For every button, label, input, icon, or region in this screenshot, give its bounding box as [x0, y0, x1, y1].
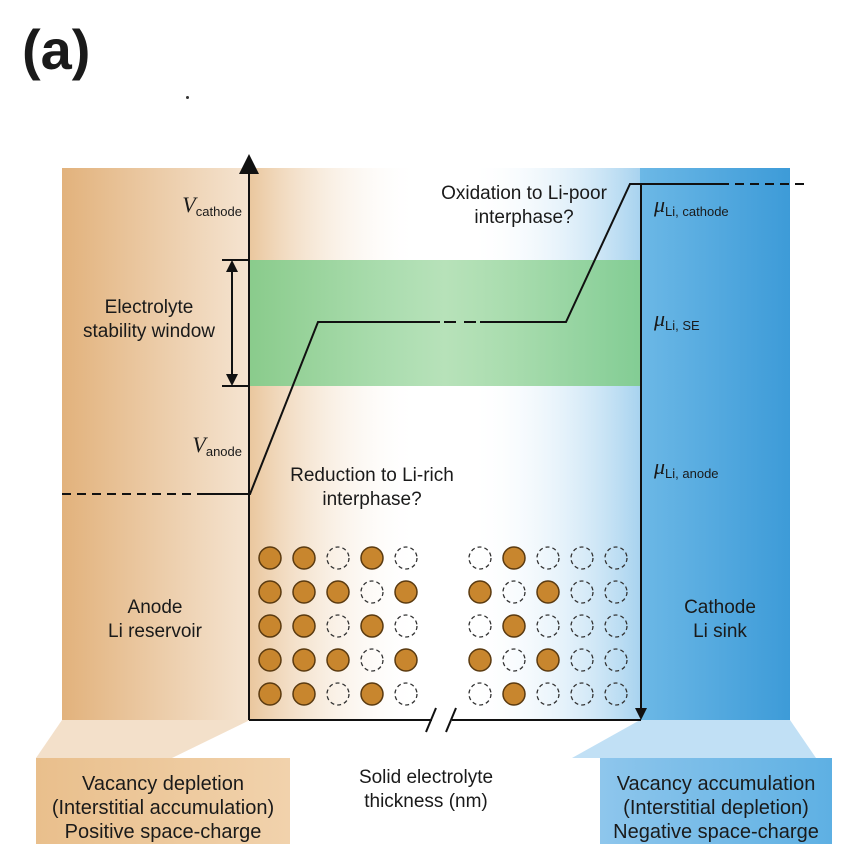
left-vacancy	[326, 614, 350, 638]
left-li-ion	[360, 546, 384, 570]
right-vacancy	[570, 614, 594, 638]
right-box-bg	[600, 758, 832, 844]
stability-window-label: Electrolyte stability window	[83, 297, 215, 342]
left-li-ion	[360, 682, 384, 706]
electrolyte-left-shade	[250, 168, 420, 720]
left-li-ion	[360, 614, 384, 638]
right-li-ion	[536, 580, 560, 604]
left-li-ion	[394, 580, 418, 604]
right-vacancy	[536, 546, 560, 570]
potential-profile-right	[480, 183, 720, 323]
left-li-ion	[292, 614, 316, 638]
left-li-ion	[258, 648, 282, 672]
lattice-anode-side	[258, 546, 418, 706]
right-vacancy	[604, 648, 628, 672]
right-vacancy	[536, 682, 560, 706]
mu-cathode-label: μLi, cathode	[654, 192, 729, 219]
right-li-ion	[502, 682, 526, 706]
axis-break-2	[445, 707, 457, 733]
right-li-ion	[468, 648, 492, 672]
right-vacancy	[468, 682, 492, 706]
right-vacancy	[604, 682, 628, 706]
right-vacancy	[570, 546, 594, 570]
left-li-ion	[258, 580, 282, 604]
left-li-ion	[292, 580, 316, 604]
right-vacancy	[570, 648, 594, 672]
left-li-ion	[258, 614, 282, 638]
right-vacancy	[570, 682, 594, 706]
oxidation-label: Oxidation to Li-poor interphase?	[441, 183, 607, 228]
left-vacancy	[394, 614, 418, 638]
right-vacancy	[468, 614, 492, 638]
v-anode-label: Vanode	[192, 432, 242, 459]
cathode-interface-arrow	[635, 708, 647, 720]
left-vacancy	[394, 682, 418, 706]
right-vacancy	[502, 580, 526, 604]
left-vacancy	[326, 682, 350, 706]
left-li-ion	[394, 648, 418, 672]
left-projection	[36, 720, 250, 758]
left-vacancy	[394, 546, 418, 570]
right-vacancy	[604, 580, 628, 604]
right-li-ion	[468, 580, 492, 604]
axis-break-1	[425, 707, 437, 733]
right-projection	[572, 720, 816, 758]
right-li-ion	[536, 648, 560, 672]
cathode-region	[640, 168, 790, 720]
right-space-charge-box: Vacancy accumulation (Interstitial deplet…	[613, 773, 819, 843]
mu-se-label: μLi, SE	[654, 306, 700, 333]
right-li-ion	[502, 614, 526, 638]
panel-label: (a)	[22, 18, 91, 81]
right-vacancy	[604, 614, 628, 638]
left-vacancy	[326, 546, 350, 570]
stability-arrow-top	[226, 260, 238, 272]
stability-arrow-bottom	[226, 374, 238, 386]
left-li-ion	[258, 682, 282, 706]
right-li-ion	[502, 546, 526, 570]
right-vacancy	[468, 546, 492, 570]
mu-anode-label: μLi, anode	[654, 454, 719, 481]
left-li-ion	[292, 546, 316, 570]
left-li-ion	[326, 580, 350, 604]
left-vacancy	[360, 580, 384, 604]
x-axis-label: Solid electrolyte thickness (nm)	[358, 767, 494, 812]
cathode-label: Cathode Li sink	[684, 597, 756, 642]
left-li-ion	[258, 546, 282, 570]
potential-profile-left	[200, 321, 440, 495]
left-li-ion	[292, 648, 316, 672]
anode-label: Anode Li reservoir	[108, 597, 202, 642]
anode-region	[62, 168, 250, 720]
left-vacancy	[360, 648, 384, 672]
right-vacancy	[570, 580, 594, 604]
lattice-cathode-side	[468, 546, 628, 706]
left-space-charge-box: Vacancy depletion (Interstitial accumulat…	[51, 773, 275, 843]
left-box-bg	[36, 758, 290, 844]
electrolyte-right-shade	[470, 168, 640, 720]
left-li-ion	[326, 648, 350, 672]
right-vacancy	[536, 614, 560, 638]
stray-dot	[186, 96, 189, 99]
right-vacancy	[502, 648, 526, 672]
left-li-ion	[292, 682, 316, 706]
right-vacancy	[604, 546, 628, 570]
reduction-label: Reduction to Li-rich interphase?	[290, 465, 454, 510]
v-cathode-label: Vcathode	[182, 192, 242, 219]
